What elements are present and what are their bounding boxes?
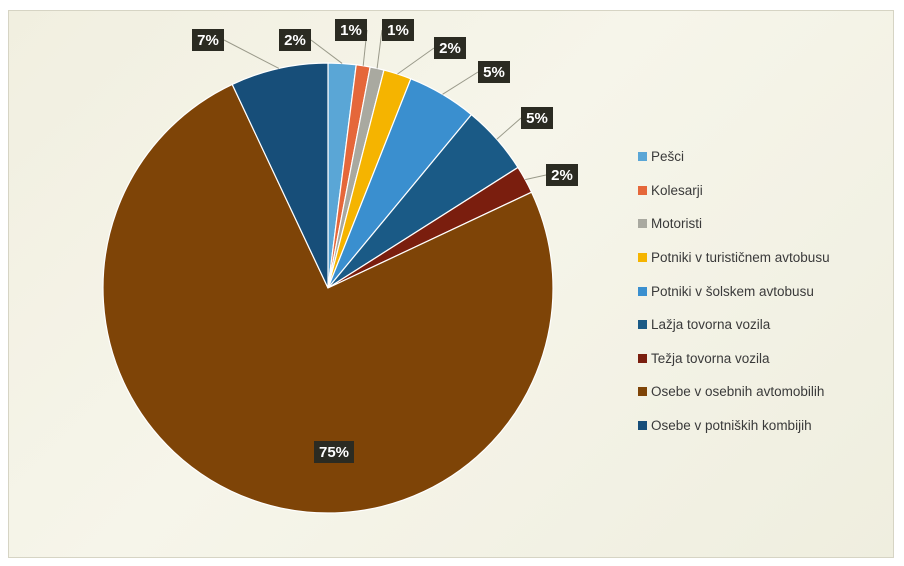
legend-label-9: Osebe v potniških kombijih bbox=[651, 418, 812, 434]
legend-item-6: Lažja tovorna vozila bbox=[638, 308, 898, 342]
data-label-box-4 bbox=[434, 37, 466, 59]
legend-swatch-1 bbox=[638, 152, 647, 162]
legend-swatch-4 bbox=[638, 253, 647, 263]
data-label-box-6 bbox=[521, 107, 553, 129]
data-label-6: 5% bbox=[521, 107, 553, 129]
pie-slice-8 bbox=[102, 83, 554, 514]
legend-label-1: Pešci bbox=[651, 149, 685, 165]
legend-swatch-7 bbox=[638, 353, 647, 363]
data-label-box-1 bbox=[279, 29, 311, 51]
data-label-text-9: 7% bbox=[197, 32, 219, 49]
data-label-box-2 bbox=[335, 19, 367, 41]
legend-label-7: Težja tovorna vozila bbox=[651, 350, 770, 366]
data-label-9: 7% bbox=[192, 29, 224, 51]
legend-label-5: Potniki v šolskem avtobusu bbox=[651, 283, 814, 299]
legend-item-3: Motoristi bbox=[638, 207, 898, 241]
data-label-text-4: 2% bbox=[439, 40, 461, 57]
legend-label-8: Osebe v osebnih avtomobilih bbox=[651, 384, 825, 400]
legend-item-9: Osebe v potniških kombijih bbox=[638, 409, 898, 443]
legend-item-5: Potniki v šolskem avtobusu bbox=[638, 274, 898, 308]
data-label-box-5 bbox=[478, 61, 510, 83]
legend-label-4: Potniki v turističnem avtobusu bbox=[651, 250, 830, 266]
legend-swatch-9 bbox=[638, 421, 647, 431]
data-label-8: 75% bbox=[314, 441, 354, 463]
legend-label-6: Lažja tovorna vozila bbox=[651, 317, 771, 333]
data-labels: 2% 1% 1% 2% 5% 5% 2% 75% 7% bbox=[192, 19, 578, 463]
legend-item-1: Pešci bbox=[638, 140, 898, 174]
data-label-box-8 bbox=[314, 441, 354, 463]
legend-swatch-8 bbox=[638, 387, 647, 397]
pie-slices bbox=[102, 62, 554, 514]
legend-item-2: Kolesarji bbox=[638, 174, 898, 208]
data-label-1: 2% bbox=[279, 29, 311, 51]
data-label-box-9 bbox=[192, 29, 224, 51]
data-label-3: 1% bbox=[382, 19, 414, 41]
leader-line-7 bbox=[525, 174, 547, 181]
legend-item-7: Težja tovorna vozila bbox=[638, 342, 898, 376]
legend: Pešci Kolesarji Motoristi Potniki v turisti… bbox=[638, 140, 898, 442]
data-label-text-6: 5% bbox=[526, 110, 548, 127]
data-label-5: 5% bbox=[478, 61, 510, 83]
data-label-text-5: 5% bbox=[483, 64, 505, 81]
data-label-box-7 bbox=[546, 164, 578, 186]
leader-line-9 bbox=[223, 39, 280, 69]
data-label-text-2: 1% bbox=[340, 22, 362, 39]
legend-item-8: Osebe v osebnih avtomobilih bbox=[638, 375, 898, 409]
data-label-text-7: 2% bbox=[551, 167, 573, 184]
leader-line-1 bbox=[310, 39, 343, 64]
data-label-box-3 bbox=[382, 19, 414, 41]
pie-slice-9 bbox=[231, 62, 329, 289]
data-label-2: 1% bbox=[335, 19, 367, 41]
legend-item-4: Potniki v turističnem avtobusu bbox=[638, 241, 898, 275]
leader-line-4 bbox=[397, 47, 435, 75]
leader-line-5 bbox=[442, 71, 479, 95]
leader-line-3 bbox=[376, 29, 383, 69]
data-label-4: 2% bbox=[434, 37, 466, 59]
legend-swatch-3 bbox=[638, 219, 647, 229]
data-label-7: 2% bbox=[546, 164, 578, 186]
data-label-text-3: 1% bbox=[387, 22, 409, 39]
legend-label-3: Motoristi bbox=[651, 216, 703, 232]
data-label-text-1: 2% bbox=[284, 32, 306, 49]
legend-swatch-6 bbox=[638, 320, 647, 330]
data-label-text-8: 75% bbox=[319, 444, 349, 461]
leader-line-6 bbox=[496, 117, 522, 140]
leader-lines bbox=[223, 29, 547, 181]
legend-label-2: Kolesarji bbox=[651, 182, 703, 198]
legend-swatch-5 bbox=[638, 286, 647, 296]
legend-swatch-2 bbox=[638, 185, 647, 195]
